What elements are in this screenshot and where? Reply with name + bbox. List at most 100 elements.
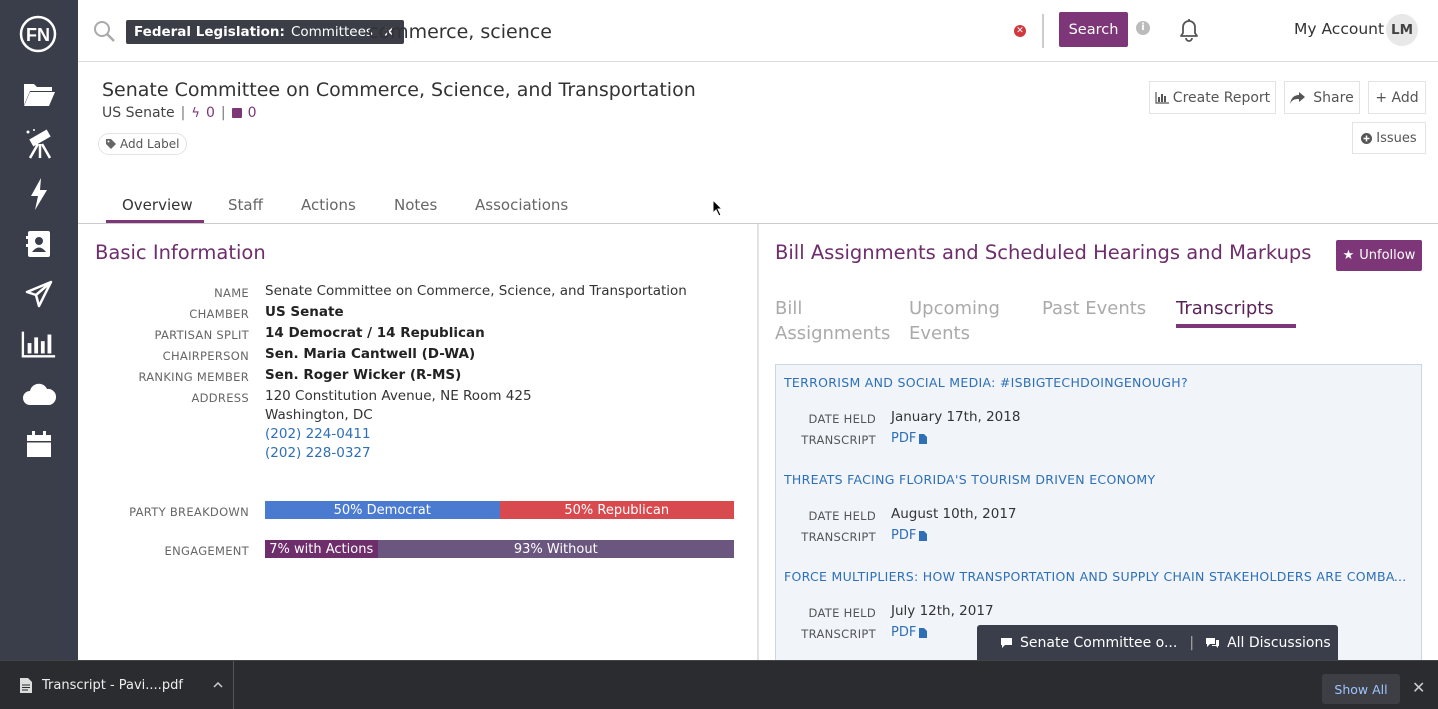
date-held-label: DATE HELD (808, 509, 876, 523)
separator: | (1189, 634, 1195, 651)
transcript-label: TRANSCRIPT (801, 433, 876, 447)
chamber-text: US Senate (102, 105, 175, 121)
paper-plane-icon[interactable] (21, 278, 57, 310)
file-icon (919, 433, 928, 444)
chairperson-value: Sen. Maria Cantwell (D-WA) (265, 346, 476, 362)
mouse-cursor-icon (712, 199, 724, 217)
chat-bubbles-icon (1206, 637, 1220, 648)
transcripts-list: TERRORISM AND SOCIAL MEDIA: #ISBIGTECHDO… (775, 364, 1422, 660)
date-held-value: July 12th, 2017 (891, 603, 994, 619)
contact-card-icon[interactable] (21, 228, 57, 260)
pdf-link[interactable]: PDF (891, 625, 928, 640)
transcript-label: TRANSCRIPT (801, 627, 876, 641)
notes-icon (231, 108, 242, 118)
all-discussions-label: All Discussions (1227, 634, 1331, 651)
active-subtab-indicator (1176, 324, 1296, 328)
date-held-value: August 10th, 2017 (891, 506, 1017, 522)
ranking-member-label: RANKING MEMBER (138, 370, 249, 384)
committee-subline: US Senate | ϟ 0 | 0 (102, 105, 257, 121)
cloud-icon[interactable] (21, 378, 57, 410)
separator: | (220, 105, 226, 121)
party-breakdown-bar: 50% Democrat 50% Republican (265, 501, 734, 519)
address-label: ADDRESS (191, 391, 249, 405)
pdf-link[interactable]: PDF (891, 431, 928, 446)
issues-label: Issues (1376, 130, 1417, 146)
tab-associations[interactable]: Associations (475, 196, 569, 214)
document-icon (20, 677, 32, 693)
address-line2: Washington, DC (265, 407, 373, 423)
subtab-upcoming-events[interactable]: Upcoming Events (909, 296, 1000, 346)
active-tab-indicator (106, 220, 204, 223)
transcript-title-link[interactable]: FORCE MULTIPLIERS: HOW TRANSPORTATION AN… (784, 569, 1412, 584)
discussion-bar: Senate Committee o... | All Discussions (977, 625, 1338, 660)
folder-icon[interactable] (21, 78, 57, 110)
avatar[interactable]: LM (1386, 14, 1418, 46)
subtab-bill-assignments[interactable]: Bill Assignments (775, 296, 890, 346)
actions-count[interactable]: 0 (205, 105, 215, 121)
lightning-icon[interactable] (21, 178, 57, 210)
filter-chip-category: Federal Legislation: (134, 24, 285, 40)
subtab-transcripts[interactable]: Transcripts (1176, 298, 1274, 319)
svg-text:FN: FN (26, 25, 50, 45)
file-icon (919, 530, 928, 541)
clear-search-icon[interactable]: ✕ (1014, 25, 1026, 37)
tab-notes[interactable]: Notes (394, 196, 438, 214)
sidebar: FN (0, 0, 78, 660)
engagement-label: ENGAGEMENT (164, 544, 249, 558)
tab-actions[interactable]: Actions (301, 196, 356, 214)
fax-link[interactable]: (202) 228-0327 (265, 445, 371, 461)
pdf-link-text: PDF (891, 625, 917, 640)
bell-icon[interactable] (1176, 17, 1202, 43)
committee-discussion-tab[interactable]: Senate Committee o... (1001, 635, 1177, 651)
subtab-upcoming-line2: Events (909, 323, 970, 344)
add-button[interactable]: + Add (1368, 81, 1426, 114)
name-label: NAME (214, 286, 249, 300)
fn-logo[interactable]: FN (19, 10, 57, 58)
show-all-button[interactable]: Show All (1322, 674, 1400, 704)
all-discussions-tab[interactable]: All Discussions (1206, 635, 1331, 651)
share-button[interactable]: Share (1284, 81, 1360, 114)
filter-chip: Federal Legislation: Committees ✕ (126, 20, 404, 44)
report-chart-icon (1155, 91, 1169, 104)
search-input[interactable] (368, 18, 988, 46)
transcript-title-link[interactable]: THREATS FACING FLORIDA'S TOURISM DRIVEN … (784, 472, 1156, 487)
chairperson-label: CHAIRPERSON (162, 349, 249, 363)
create-report-button[interactable]: Create Report (1149, 81, 1276, 114)
tag-icon (106, 139, 116, 149)
with-actions-segment: 7% with Actions (265, 540, 378, 558)
my-account-link[interactable]: My Account (1294, 20, 1385, 38)
unfollow-label: Unfollow (1359, 248, 1416, 263)
republican-segment: 50% Republican (499, 501, 734, 519)
tab-staff[interactable]: Staff (228, 196, 263, 214)
telescope-icon[interactable] (21, 128, 57, 160)
panel-divider (757, 224, 759, 660)
subtab-upcoming-line1: Upcoming (909, 298, 1000, 319)
partisan-split-label: PARTISAN SPLIT (154, 328, 249, 342)
calendar-icon[interactable] (21, 428, 57, 460)
info-icon[interactable]: i (1136, 21, 1150, 35)
add-label-button[interactable]: Add Label (98, 133, 188, 155)
subtab-past-events[interactable]: Past Events (1042, 298, 1147, 319)
star-icon: ★ (1342, 248, 1355, 263)
file-icon (919, 627, 928, 638)
unfollow-button[interactable]: ★ Unfollow (1336, 240, 1422, 271)
close-icon[interactable]: ✕ (1412, 678, 1426, 697)
tab-overview[interactable]: Overview (122, 196, 193, 214)
issues-button[interactable]: Issues (1352, 122, 1426, 154)
bill-assignments-title: Bill Assignments and Scheduled Hearings … (775, 241, 1312, 264)
notes-count[interactable]: 0 (247, 105, 257, 121)
search-button[interactable]: Search (1059, 12, 1128, 47)
chevron-up-icon[interactable] (213, 682, 223, 688)
transcript-label: TRANSCRIPT (801, 530, 876, 544)
party-breakdown-label: PARTY BREAKDOWN (129, 505, 249, 519)
pdf-link[interactable]: PDF (891, 528, 928, 543)
page-title: Senate Committee on Commerce, Science, a… (102, 79, 696, 101)
plus-circle-icon (1361, 132, 1373, 144)
address-line1: 120 Constitution Avenue, NE Room 425 (265, 388, 532, 404)
download-item[interactable]: Transcript - Pavi....pdf (0, 661, 234, 709)
phone-link[interactable]: (202) 224-0411 (265, 426, 371, 442)
download-bar: Transcript - Pavi....pdf Show All ✕ (0, 660, 1438, 709)
bar-chart-icon[interactable] (21, 328, 57, 360)
transcript-title-link[interactable]: TERRORISM AND SOCIAL MEDIA: #ISBIGTECHDO… (784, 375, 1188, 390)
basic-information-title: Basic Information (95, 241, 266, 264)
